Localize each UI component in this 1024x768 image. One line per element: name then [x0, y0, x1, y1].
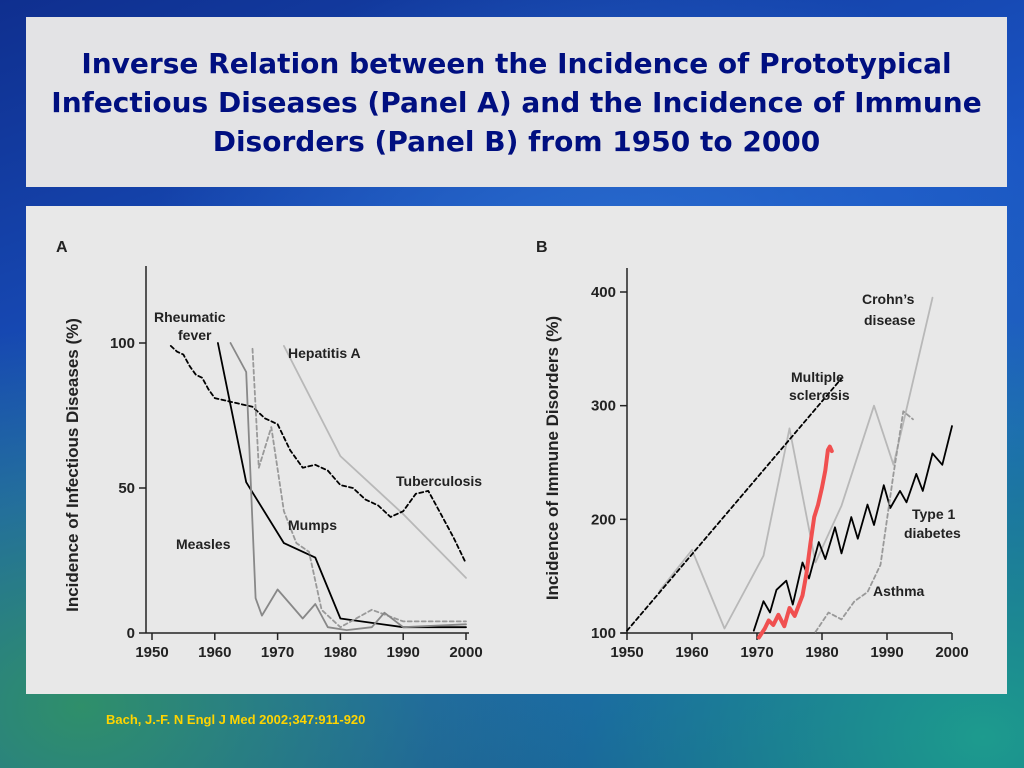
- series-label-type-1-diabetes: Type 1: [912, 506, 956, 522]
- y-tick-label: 100: [110, 335, 135, 352]
- x-tick-label: 1980: [805, 644, 838, 661]
- series-line-asthma: [814, 410, 914, 633]
- figure-panel: A 1950 1960 1970 1980 1990 2000 0 50 100 Incidence…: [26, 206, 1007, 694]
- y-tick-label: 50: [118, 480, 135, 497]
- series-label-crohn-s-disease: Crohn’s: [862, 291, 915, 307]
- y-tick-label: 300: [591, 398, 616, 415]
- series-label-crohn-s-disease: disease: [864, 312, 916, 328]
- y-tick-label: 0: [127, 625, 135, 642]
- series-label-type-1-diabetes: diabetes: [904, 525, 961, 541]
- slide-title: Inverse Relation between the Incidence o…: [51, 46, 982, 158]
- series-label-asthma: Asthma: [873, 583, 925, 599]
- series-label-rheumatic-fever: fever: [178, 327, 212, 343]
- x-tick-label: 2000: [449, 644, 482, 661]
- series-label-mumps: Mumps: [288, 517, 337, 533]
- x-tick-label: 1990: [870, 644, 903, 661]
- series-label-hepatitis-a: Hepatitis A: [288, 345, 361, 361]
- x-tick-label: 1950: [610, 644, 643, 661]
- panel-label: B: [536, 239, 548, 256]
- title-box: Inverse Relation between the Incidence o…: [26, 17, 1007, 187]
- x-tick-label: 1950: [135, 644, 168, 661]
- citation: Bach, J.-F. N Engl J Med 2002;347:911-92…: [106, 712, 366, 727]
- y-tick-label: 400: [591, 284, 616, 301]
- x-tick-label: 1970: [740, 644, 773, 661]
- series-line-type-1-diabetes: [752, 425, 953, 632]
- panel-label: A: [56, 239, 68, 256]
- figure-svg: A 1950 1960 1970 1980 1990 2000 0 50 100 Incidence…: [56, 239, 969, 661]
- series-line-tuberculosis: [169, 344, 467, 565]
- y-axis-label: Incidence of Immune Disorders (%): [543, 316, 562, 600]
- panel-b: B 1950 1960 1970 1980 1990 2000 100 200 300 400 Inc…: [536, 239, 969, 661]
- series-line-highlight: [756, 444, 834, 640]
- x-tick-label: 2000: [935, 644, 968, 661]
- series-label-tuberculosis: Tuberculosis: [396, 473, 482, 489]
- y-tick-label: 100: [591, 625, 616, 642]
- y-axis-label: Incidence of Infectious Diseases (%): [63, 318, 82, 612]
- series-label-multiple-sclerosis: sclerosis: [789, 387, 850, 403]
- x-tick-label: 1970: [261, 644, 294, 661]
- series-line-multiple-sclerosis: [626, 377, 843, 632]
- y-tick-label: 200: [591, 511, 616, 528]
- x-tick-label: 1960: [198, 644, 231, 661]
- series-label-measles: Measles: [176, 536, 231, 552]
- x-tick-label: 1960: [675, 644, 708, 661]
- panel-a: A 1950 1960 1970 1980 1990 2000 0 50 100 Incidence…: [56, 239, 483, 661]
- x-tick-label: 1980: [324, 644, 357, 661]
- series-label-multiple-sclerosis: Multiple: [791, 369, 844, 385]
- x-tick-label: 1990: [387, 644, 420, 661]
- series-line-mumps: [251, 347, 467, 629]
- series-line-measles: [229, 342, 467, 632]
- series-line-hepatitis-a: [282, 344, 467, 579]
- series-label-rheumatic-fever: Rheumatic: [154, 309, 226, 325]
- series-line-crohn-s-disease: [658, 296, 934, 630]
